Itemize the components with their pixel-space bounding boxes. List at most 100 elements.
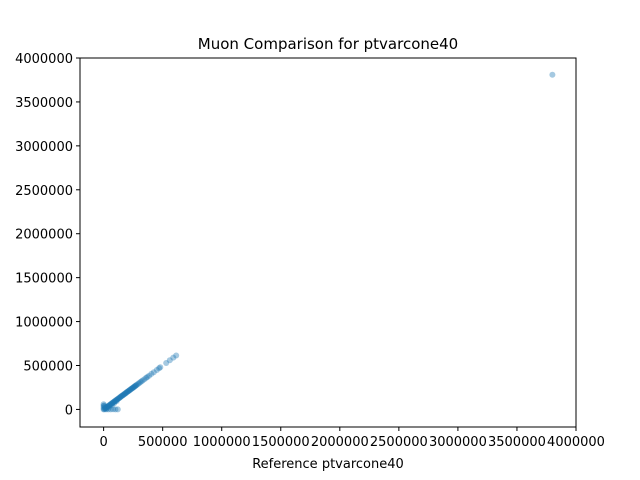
data-point (105, 403, 112, 410)
x-tick-label: 3000000 (429, 435, 487, 450)
data-point (113, 398, 120, 405)
data-point (163, 360, 170, 366)
data-point (150, 369, 157, 376)
data-point (156, 365, 163, 372)
x-tick-label: 1500000 (252, 435, 310, 450)
data-point (143, 374, 150, 381)
data-point (108, 400, 115, 407)
data-point (105, 402, 112, 409)
data-point (136, 380, 142, 387)
data-point (126, 387, 133, 394)
data-point (130, 384, 137, 391)
data-point (101, 406, 108, 413)
data-point (124, 388, 131, 395)
data-point (118, 393, 125, 400)
data-point (130, 384, 137, 391)
data-points (100, 71, 556, 413)
chart-title: Muon Comparison for ptvarcone40 (198, 35, 458, 53)
data-point (114, 396, 121, 403)
x-tick-label: 2500000 (370, 435, 428, 450)
data-point (110, 399, 117, 406)
data-point (133, 381, 140, 388)
data-point (120, 392, 127, 398)
data-point (126, 387, 132, 394)
y-axis: 0 500000 1000000 1500000 2000000 2500000 30000… (15, 52, 80, 418)
data-point (127, 386, 134, 393)
data-point (127, 386, 134, 393)
data-point (110, 399, 117, 405)
data-point (146, 372, 153, 379)
data-point (170, 354, 177, 361)
data-point (139, 377, 146, 384)
data-point (119, 392, 126, 399)
data-point (104, 403, 111, 410)
data-point (137, 379, 144, 386)
data-point (101, 403, 108, 410)
y-tick-label: 3000000 (15, 140, 73, 155)
data-point (109, 399, 116, 406)
data-point (100, 402, 107, 409)
data-point (103, 406, 109, 413)
data-point (129, 385, 135, 392)
data-point (113, 397, 119, 404)
y-tick-label: 2000000 (15, 228, 73, 243)
data-point (121, 390, 128, 397)
data-point (173, 352, 180, 359)
data-point (132, 382, 139, 389)
x-tick-label: 2000000 (311, 435, 369, 450)
y-tick-label: 500000 (23, 360, 73, 375)
data-point (148, 370, 155, 377)
data-point (117, 394, 124, 401)
data-point (107, 401, 114, 408)
data-point (100, 404, 107, 411)
data-point (122, 390, 129, 397)
data-point (157, 364, 164, 371)
data-point (113, 396, 120, 403)
x-tick-label: 3500000 (488, 435, 546, 450)
data-point (111, 398, 118, 405)
data-point (131, 383, 138, 390)
y-tick-label: 1000000 (15, 316, 73, 331)
data-point (106, 402, 113, 409)
data-point (131, 383, 138, 390)
x-tick-label: 1000000 (193, 435, 251, 450)
y-tick-label: 4000000 (15, 52, 73, 67)
data-point (102, 405, 109, 412)
data-point (118, 392, 125, 399)
data-point (111, 398, 118, 405)
y-tick-label: 0 (65, 403, 73, 418)
data-point (134, 381, 141, 387)
data-point (129, 385, 136, 391)
data-point (112, 406, 119, 413)
data-point (121, 391, 128, 398)
data-point (123, 389, 130, 396)
data-point (108, 400, 115, 407)
data-point (110, 406, 117, 413)
data-point (103, 405, 110, 412)
data-point (124, 388, 131, 395)
data-point (112, 397, 119, 404)
data-point (107, 406, 114, 413)
data-point (153, 367, 160, 373)
x-tick-label: 4000000 (547, 435, 605, 450)
data-point (111, 400, 118, 407)
data-point (108, 402, 115, 408)
x-tick-label: 0 (99, 435, 107, 450)
data-point (101, 405, 108, 412)
data-point (103, 404, 110, 411)
data-point (106, 403, 113, 410)
data-point (104, 403, 111, 410)
x-axis: 0 500000 1000000 1500000 2000000 2500000 30000… (99, 427, 605, 450)
x-tick-label: 500000 (138, 435, 188, 450)
data-point (549, 71, 556, 78)
data-point (123, 389, 130, 396)
data-point (116, 395, 122, 402)
data-point (120, 391, 127, 398)
data-point (114, 406, 121, 413)
data-point (138, 378, 145, 385)
data-point (117, 393, 124, 400)
data-point (100, 406, 107, 413)
plot-frame (79, 57, 577, 428)
data-point (114, 396, 121, 402)
